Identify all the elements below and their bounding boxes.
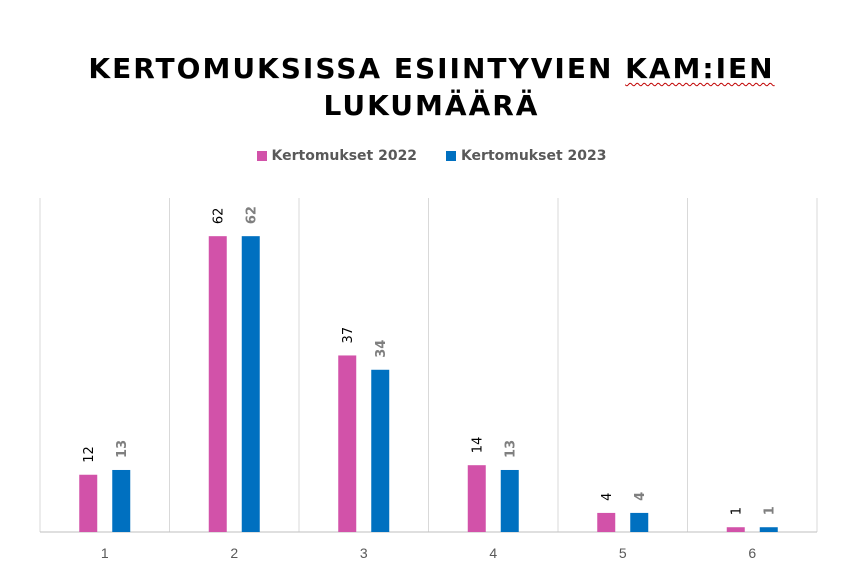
x-tick-label-2: 2 bbox=[230, 545, 238, 561]
bar-s2-cat-5 bbox=[630, 513, 648, 532]
bar-s1-cat-5 bbox=[597, 513, 615, 532]
data-label-s2-cat-4: 13 bbox=[504, 440, 519, 458]
data-label-s1-cat-4: 14 bbox=[471, 437, 486, 454]
bar-s2-cat-2 bbox=[242, 236, 260, 532]
data-label-s2-cat-2: 62 bbox=[245, 206, 260, 224]
data-label-s1-cat-3: 37 bbox=[341, 327, 356, 344]
bar-s2-cat-6 bbox=[760, 527, 778, 532]
bar-s2-cat-4 bbox=[501, 470, 519, 532]
data-label-s2-cat-1: 13 bbox=[115, 440, 130, 458]
data-label-s2-cat-6: 1 bbox=[763, 506, 778, 515]
x-tick-label-4: 4 bbox=[489, 545, 497, 561]
bar-s1-cat-6 bbox=[727, 527, 745, 532]
bar-s1-cat-1 bbox=[79, 475, 97, 532]
bar-s1-cat-3 bbox=[338, 355, 356, 532]
data-label-s1-cat-1: 12 bbox=[82, 446, 97, 463]
bar-s1-cat-2 bbox=[209, 236, 227, 532]
x-tick-label-3: 3 bbox=[360, 545, 368, 561]
x-tick-label-5: 5 bbox=[619, 545, 627, 561]
data-label-s1-cat-6: 1 bbox=[730, 507, 745, 515]
bar-s2-cat-3 bbox=[371, 370, 389, 532]
x-tick-label-1: 1 bbox=[101, 545, 109, 561]
x-tick-label-6: 6 bbox=[748, 545, 756, 561]
data-label-s1-cat-5: 4 bbox=[600, 493, 615, 501]
data-label-s2-cat-5: 4 bbox=[633, 492, 648, 501]
data-label-s2-cat-3: 34 bbox=[374, 340, 389, 358]
bar-s2-cat-1 bbox=[112, 470, 130, 532]
bar-s1-cat-4 bbox=[468, 465, 486, 532]
data-label-s1-cat-2: 62 bbox=[212, 208, 227, 225]
